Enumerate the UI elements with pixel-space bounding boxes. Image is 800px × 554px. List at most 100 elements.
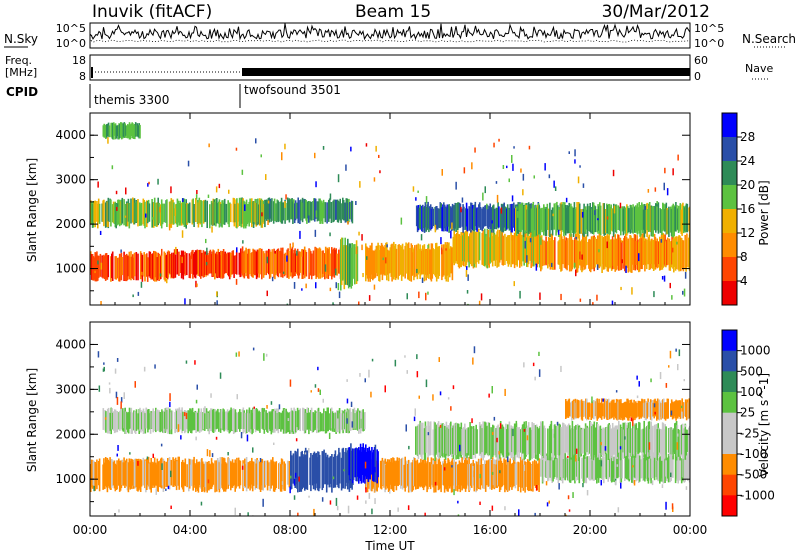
heatmap-cell xyxy=(614,425,617,459)
heatmap-cell xyxy=(174,254,177,278)
scatter-echo xyxy=(137,461,139,466)
heatmap-cell xyxy=(578,452,581,484)
scatter-echo xyxy=(405,424,407,432)
heatmap-cell xyxy=(162,411,164,433)
heatmap-cell xyxy=(676,208,679,230)
scatter-echo xyxy=(427,432,430,436)
heatmap-cell xyxy=(659,455,661,484)
heatmap-cell xyxy=(498,236,500,267)
heatmap-cell xyxy=(227,252,229,276)
heatmap-cell xyxy=(123,408,126,429)
heatmap-cell xyxy=(116,125,119,137)
heatmap-cell xyxy=(390,458,392,490)
heatmap-cell xyxy=(668,206,670,237)
heatmap-cell xyxy=(228,252,231,280)
heatmap-cell xyxy=(498,457,501,492)
heatmap-cell xyxy=(357,408,359,431)
heatmap-cell xyxy=(345,448,347,487)
heatmap-cell xyxy=(188,203,190,223)
heatmap-cell xyxy=(321,201,323,222)
heatmap-cell xyxy=(169,412,172,431)
heatmap-cell xyxy=(474,428,477,459)
heatmap-cell xyxy=(228,252,230,277)
heatmap-cell xyxy=(472,231,475,269)
heatmap-cell xyxy=(325,456,328,493)
scatter-echo xyxy=(263,353,265,361)
heatmap-cell xyxy=(104,202,107,228)
heatmap-cell xyxy=(396,457,399,486)
heatmap-cell xyxy=(468,457,470,492)
heatmap-cell xyxy=(324,411,327,434)
scatter-echo xyxy=(406,293,408,300)
scatter-echo xyxy=(586,490,589,496)
heatmap-cell xyxy=(426,204,428,230)
heatmap-cell xyxy=(435,464,438,486)
heatmap-cell xyxy=(484,463,487,492)
heatmap-cell xyxy=(99,253,102,277)
scatter-echo xyxy=(124,215,127,218)
heatmap-cell xyxy=(276,199,278,221)
heatmap-cell xyxy=(206,412,209,429)
heatmap-cell xyxy=(588,402,591,417)
heatmap-cell xyxy=(681,423,684,459)
heatmap-cell xyxy=(490,229,492,261)
scatter-echo xyxy=(259,458,262,463)
scatter-echo xyxy=(600,442,602,446)
heatmap-cell xyxy=(490,427,492,460)
power-colorbar-label: Power [dB] xyxy=(757,180,771,245)
heatmap-cell xyxy=(606,234,609,272)
heatmap-cell xyxy=(402,249,405,277)
heatmap-cell xyxy=(638,455,641,482)
scatter-echo xyxy=(157,178,159,185)
heatmap-cell xyxy=(348,409,350,434)
heatmap-cell xyxy=(471,462,474,486)
scatter-echo xyxy=(546,502,549,507)
scatter-echo xyxy=(404,355,406,358)
scatter-echo xyxy=(557,229,560,235)
heatmap-cell xyxy=(350,200,353,222)
heatmap-cell xyxy=(686,233,688,268)
heatmap-cell xyxy=(463,232,466,262)
scatter-echo xyxy=(346,379,348,382)
heatmap-cell xyxy=(257,250,260,274)
heatmap-cell xyxy=(451,203,454,231)
scatter-echo xyxy=(425,196,428,204)
heatmap-cell xyxy=(200,252,203,276)
heatmap-cell xyxy=(294,409,296,434)
heatmap-cell xyxy=(197,250,199,276)
heatmap-cell xyxy=(199,200,201,225)
heatmap-cell xyxy=(575,235,578,273)
scatter-echo xyxy=(116,358,119,362)
heatmap-cell xyxy=(494,429,497,453)
heatmap-cell xyxy=(501,424,504,456)
heatmap-cell xyxy=(465,202,468,227)
heatmap-cell xyxy=(479,425,482,454)
heatmap-cell xyxy=(491,207,493,233)
heatmap-cell xyxy=(547,428,549,461)
scatter-echo xyxy=(297,512,299,516)
heatmap-cell xyxy=(537,229,539,265)
heatmap-cell xyxy=(484,233,487,265)
heatmap-cell xyxy=(550,234,553,268)
heatmap-cell xyxy=(250,463,252,489)
scatter-echo xyxy=(575,454,577,462)
heatmap-cell xyxy=(656,429,659,461)
heatmap-cell xyxy=(153,411,155,431)
scatter-echo xyxy=(355,201,357,205)
heatmap-cell xyxy=(223,253,226,275)
heatmap-cell xyxy=(589,458,592,481)
scatter-echo xyxy=(551,262,553,267)
heatmap-cell xyxy=(682,457,685,482)
heatmap-cell xyxy=(452,205,455,228)
scatter-echo xyxy=(289,379,292,387)
heatmap-cell xyxy=(599,403,601,418)
heatmap-cell xyxy=(489,229,491,264)
scatter-echo xyxy=(591,396,593,404)
heatmap-cell xyxy=(513,202,515,228)
scatter-echo xyxy=(615,390,618,393)
scatter-echo xyxy=(298,476,300,482)
heatmap-cell xyxy=(280,412,282,432)
heatmap-cell xyxy=(340,239,342,291)
scatter-echo xyxy=(183,412,186,417)
scatter-echo xyxy=(685,486,688,490)
